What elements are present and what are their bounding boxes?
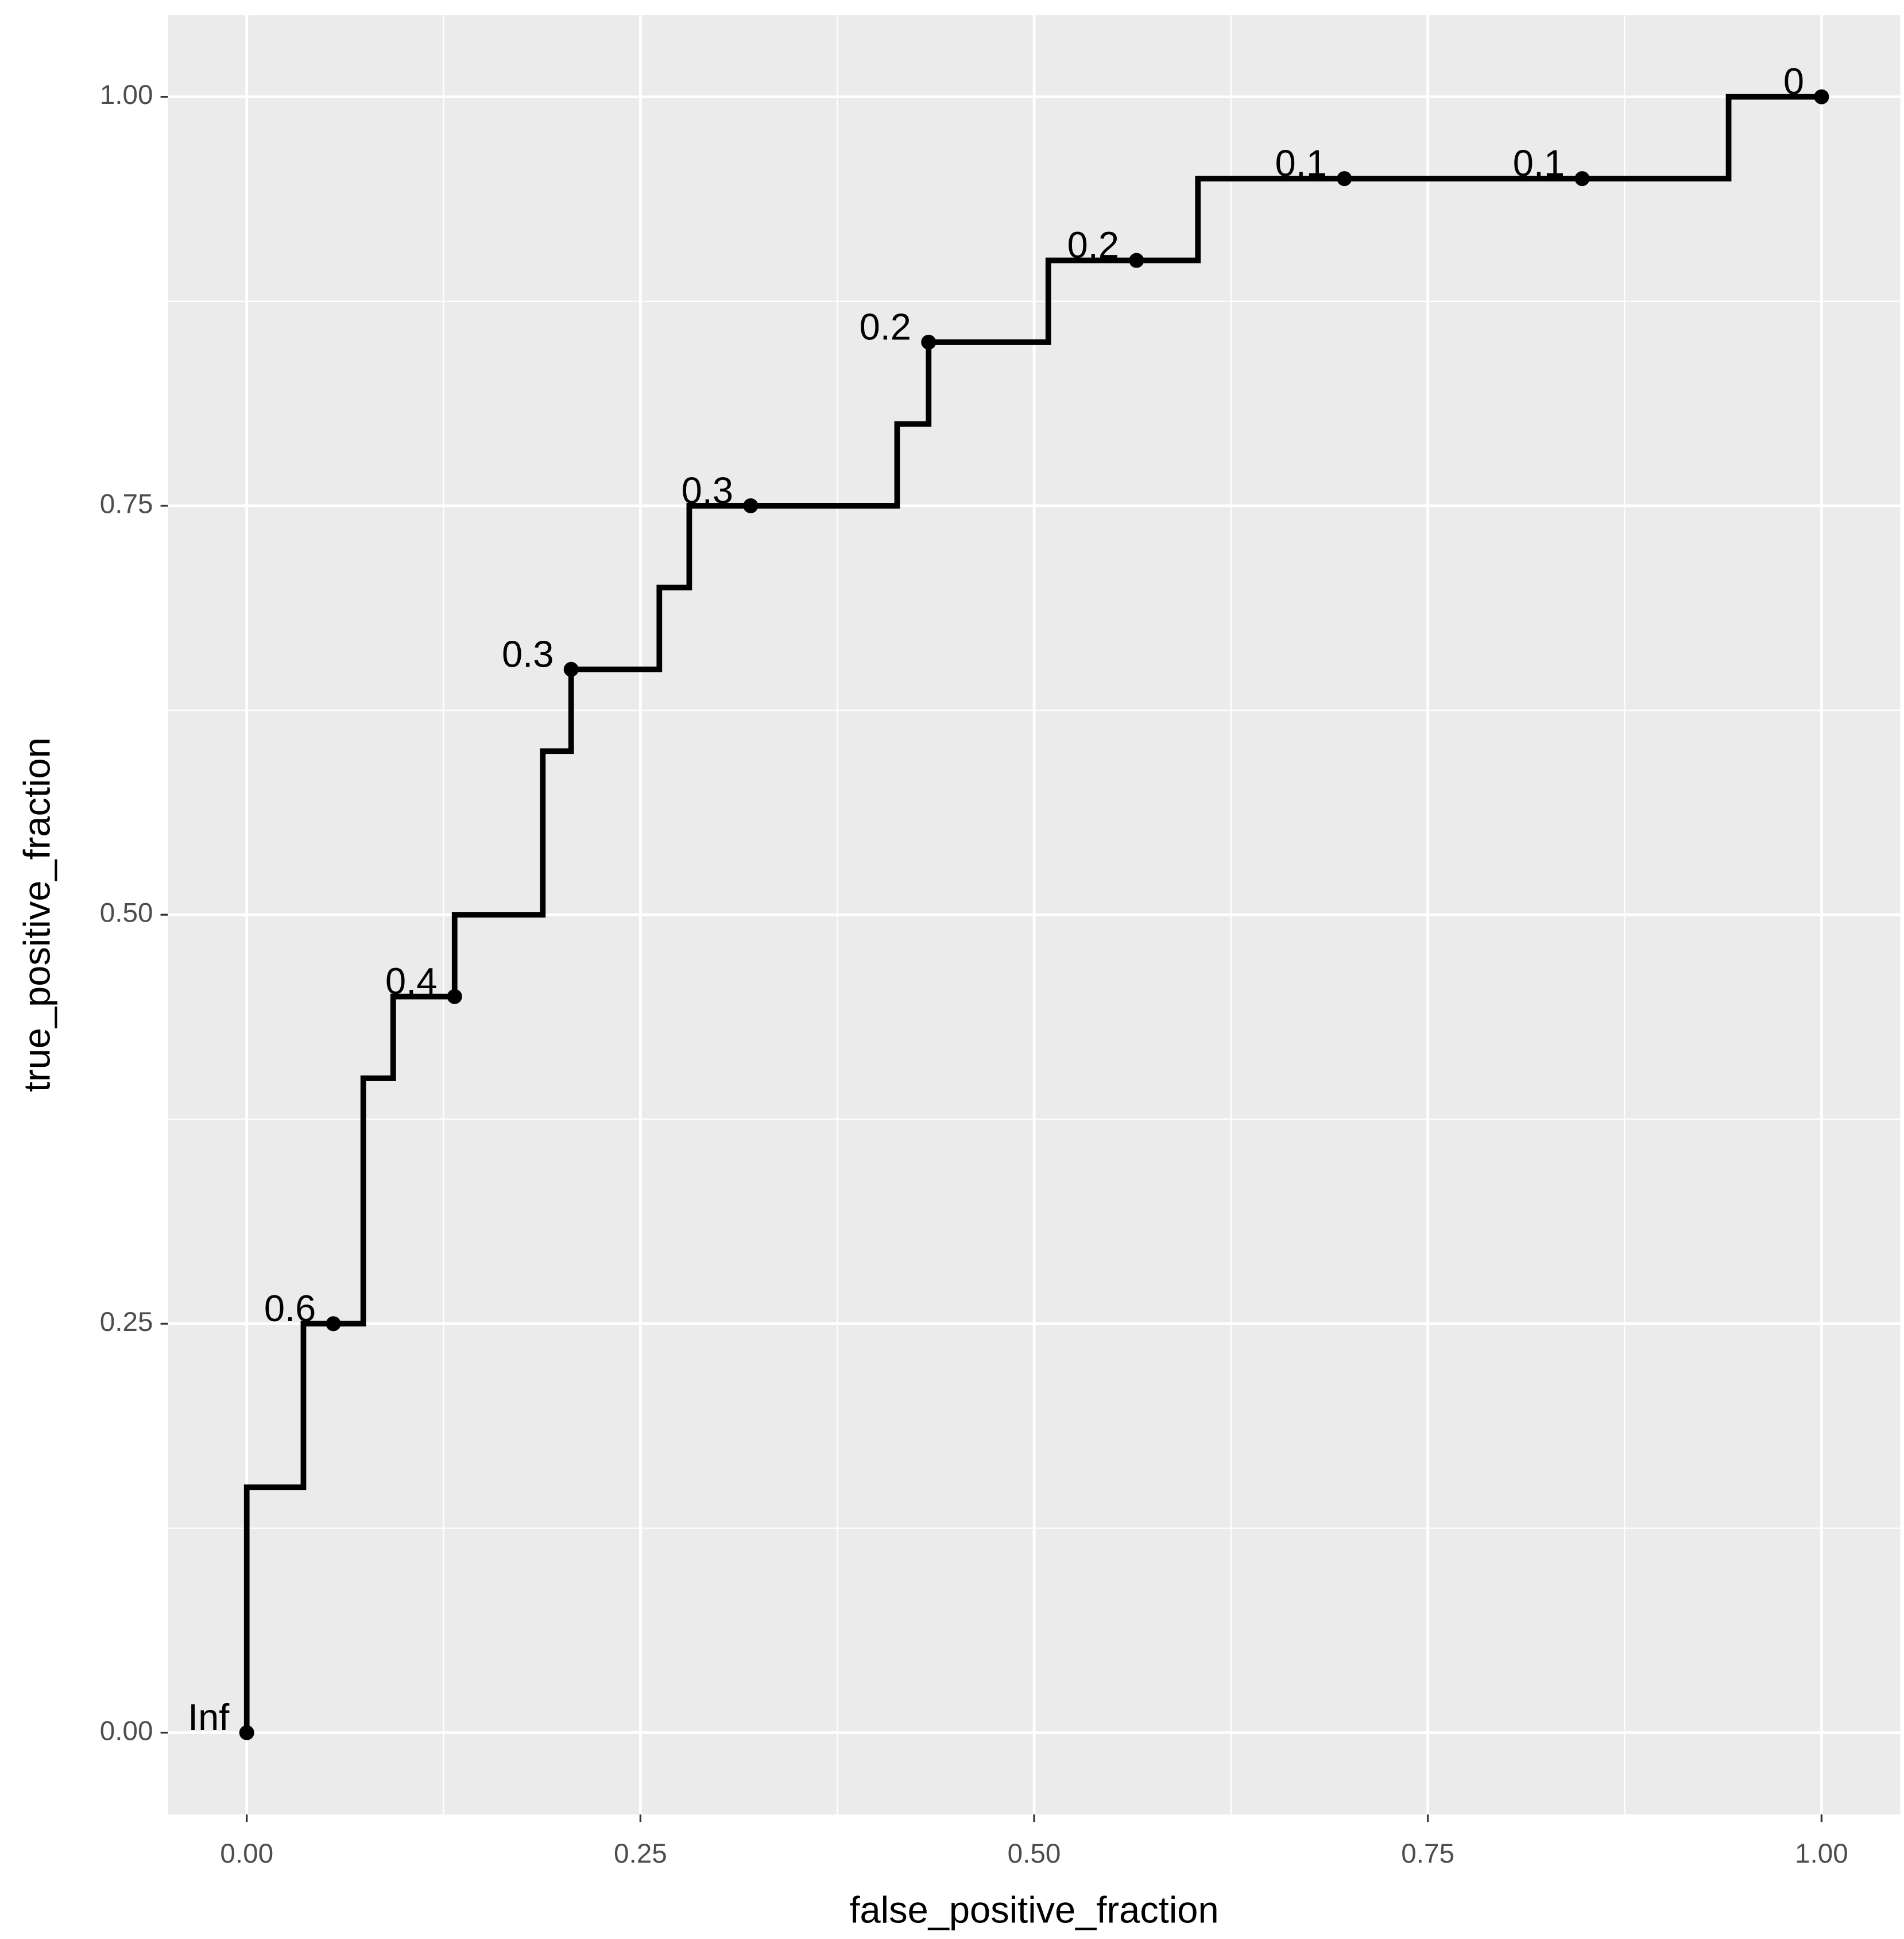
cutoff-label: 0.3 bbox=[682, 469, 733, 511]
cutoff-point bbox=[563, 661, 579, 677]
y-tick-label: 0.50 bbox=[100, 898, 153, 928]
cutoff-label: 0.4 bbox=[385, 960, 437, 1002]
cutoff-label: 0.2 bbox=[1067, 224, 1119, 266]
cutoff-label: 0.3 bbox=[502, 633, 554, 675]
y-tick-label: 0.25 bbox=[100, 1307, 153, 1337]
cutoff-point bbox=[743, 498, 758, 513]
cutoff-label: Inf bbox=[188, 1696, 230, 1738]
cutoff-point bbox=[1129, 253, 1144, 268]
x-tick-label: 0.50 bbox=[1008, 1839, 1061, 1869]
x-tick-label: 0.25 bbox=[614, 1839, 667, 1869]
cutoff-point bbox=[921, 334, 936, 350]
roc-line bbox=[243, 94, 1822, 1733]
cutoff-label: 0.1 bbox=[1275, 142, 1327, 184]
x-tick-label: 0.75 bbox=[1401, 1839, 1454, 1869]
cutoff-point bbox=[1574, 171, 1590, 187]
x-tick-label: 0.00 bbox=[220, 1839, 273, 1869]
cutoff-point bbox=[447, 989, 462, 1004]
y-tick-label: 0.00 bbox=[100, 1716, 153, 1746]
cutoff-label: 0.1 bbox=[1513, 142, 1565, 184]
cutoff-label: 0.6 bbox=[264, 1287, 316, 1329]
cutoff-label: 0 bbox=[1783, 60, 1804, 102]
y-tick-label: 0.75 bbox=[100, 489, 153, 519]
cutoff-point bbox=[1814, 89, 1829, 105]
cutoff-point bbox=[326, 1316, 341, 1332]
cutoff-label: 0.2 bbox=[860, 305, 911, 347]
x-tick-label: 1.00 bbox=[1795, 1839, 1848, 1869]
cutoff-point bbox=[1337, 171, 1352, 187]
y-axis-title: true_positive_fraction bbox=[16, 737, 58, 1092]
x-axis-title: false_positive_fraction bbox=[849, 1889, 1218, 1931]
cutoff-point bbox=[239, 1725, 254, 1740]
y-tick-label: 1.00 bbox=[100, 80, 153, 110]
